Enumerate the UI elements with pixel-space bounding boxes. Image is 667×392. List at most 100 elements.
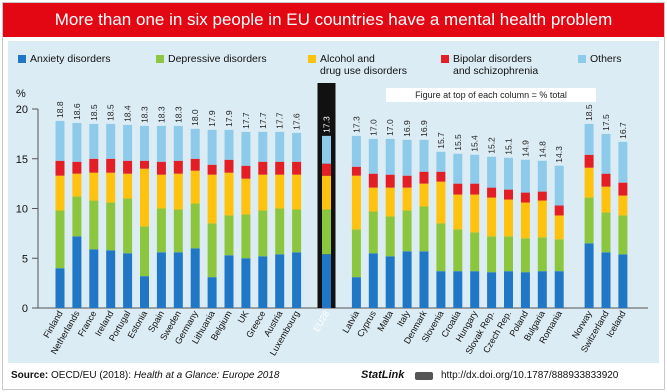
bar-segment: [89, 200, 99, 250]
bar-segment: [385, 256, 395, 308]
bar-segment: [470, 232, 480, 272]
bar-segment: [140, 276, 149, 308]
bar-segment: [55, 175, 65, 211]
bar-segment: [351, 277, 361, 308]
bar-segment: [224, 159, 234, 173]
legend-label-alcohol: Alcohol and drug use disorders: [320, 53, 407, 77]
bar-segment: [537, 191, 547, 201]
bar-segment: [224, 172, 234, 216]
bar-segment: [504, 189, 513, 200]
bar-segment: [419, 171, 429, 184]
bar-segment: [72, 161, 82, 174]
total-label: 17.9: [224, 110, 234, 127]
total-label: 18.0: [190, 109, 200, 126]
bar-segment: [351, 166, 361, 176]
total-label: 14.3: [554, 146, 564, 163]
total-label: 16.9: [402, 120, 412, 137]
bar-segment: [106, 202, 116, 251]
bar-segment: [106, 172, 116, 203]
bar-segment: [385, 138, 395, 175]
bar-segment: [258, 131, 268, 162]
bar-segment: [106, 123, 116, 159]
bar-segment: [419, 206, 429, 252]
bar-segment: [123, 160, 133, 174]
bar-segment: [402, 139, 412, 176]
bar-segment: [55, 268, 65, 308]
bar-segment: [156, 125, 166, 162]
bar-segment: [487, 197, 497, 237]
bar-segment: [72, 173, 82, 197]
bar-segment: [140, 168, 149, 227]
total-label: 17.0: [385, 119, 395, 136]
bar-segment: [241, 131, 251, 166]
bar-segment: [140, 226, 149, 277]
y-tick-label: 5: [22, 253, 28, 265]
bar-segment: [554, 165, 564, 206]
bar-segment: [453, 183, 463, 195]
bar-segment: [601, 212, 611, 253]
bar-segment: [190, 170, 200, 204]
bar-segment: [470, 154, 480, 184]
category-label: EU28: [311, 309, 331, 333]
y-axis-label: %: [16, 88, 26, 100]
bar-segment: [470, 183, 480, 195]
bar-segment: [618, 195, 628, 216]
bar-segment: [275, 254, 285, 308]
legend-swatch-depressive: [156, 55, 164, 63]
bar-segment: [436, 271, 446, 308]
bar-segment: [601, 186, 611, 213]
total-label: 14.9: [520, 140, 530, 157]
bar-segment: [453, 194, 463, 230]
bar-segment: [504, 199, 513, 237]
category-label: Malta: [375, 309, 395, 333]
bar-segment: [275, 131, 285, 162]
bar-segment: [487, 187, 497, 198]
bar-segment: [275, 208, 285, 255]
bar-segment: [436, 223, 446, 272]
doi-link[interactable]: http://dx.doi.org/10.1787/888933833920: [441, 370, 619, 381]
bar-segment: [436, 151, 446, 172]
bar-segment: [55, 210, 65, 269]
bar-segment: [258, 174, 268, 211]
bar-segment: [402, 210, 412, 252]
bar-segment: [368, 253, 378, 308]
total-label: 17.7: [241, 112, 251, 129]
total-label: 16.7: [618, 122, 628, 139]
total-label: 18.6: [72, 103, 82, 120]
bar-segment: [140, 125, 149, 161]
total-label: 18.8: [55, 101, 65, 118]
bar-segment: [584, 154, 594, 168]
bar-segment: [173, 173, 183, 210]
legend-label-bipolar: Bipolar disorders and schizophrenia: [453, 53, 539, 77]
bar-segment: [275, 161, 285, 175]
bar-segment: [453, 153, 463, 184]
total-label: 14.8: [537, 141, 547, 158]
total-label: 17.5: [601, 114, 611, 131]
bar-segment: [436, 181, 446, 224]
total-label: 18.3: [140, 106, 150, 123]
bar-segment: [173, 160, 183, 174]
total-label: 17.3: [351, 116, 361, 133]
source-line: Source: OECD/EU (2018): Health at a Glan…: [11, 370, 279, 381]
bar-segment: [241, 178, 251, 215]
bar-segment: [123, 198, 133, 254]
y-tick-label: 0: [22, 303, 28, 315]
bar-segment: [520, 192, 530, 203]
bar-segment: [55, 160, 65, 176]
bar-segment: [173, 252, 183, 308]
total-label: 16.9: [419, 120, 429, 137]
legend-label-anxiety: Anxiety disorders: [30, 53, 111, 65]
bar-segment: [106, 158, 116, 173]
bar-segment: [601, 133, 611, 174]
bar-segment: [207, 223, 217, 278]
total-label: 18.5: [584, 104, 594, 121]
bar-segment: [292, 209, 302, 253]
bar-segment: [419, 139, 429, 172]
bar-segment: [368, 173, 378, 188]
total-label: 15.4: [470, 135, 480, 152]
bar-segment: [322, 163, 331, 176]
bar-segment: [453, 229, 463, 272]
bar-segment: [173, 209, 183, 253]
bar-segment: [89, 123, 99, 159]
